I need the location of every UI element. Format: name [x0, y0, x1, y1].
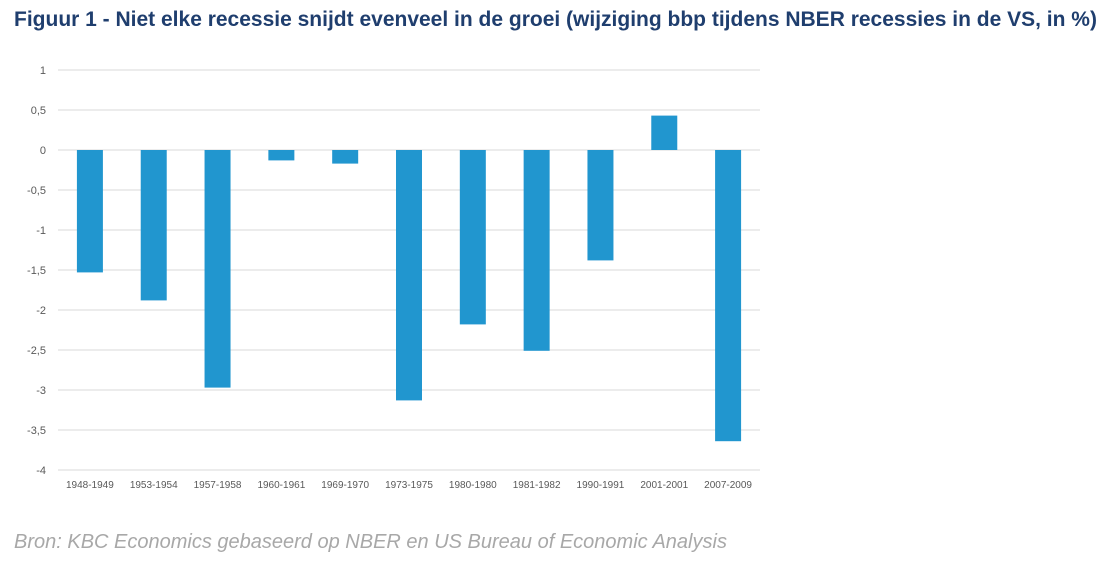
bars: [76, 115, 742, 442]
y-tick-label: -3: [36, 385, 46, 397]
bar-2007-2009: [715, 150, 742, 442]
bar-1957-1958: [204, 150, 231, 388]
x-category-label: 1953-1954: [130, 480, 178, 491]
y-tick-label: -2,5: [27, 345, 46, 357]
y-tick-label: 1: [40, 65, 46, 77]
x-category-label: 1960-1961: [257, 480, 305, 491]
x-category-label: 2007-2009: [704, 480, 752, 491]
x-category-label: 1948-1949: [66, 480, 114, 491]
y-tick-label: -4: [36, 465, 46, 477]
y-tick-label: 0: [40, 145, 46, 157]
bar-1980-1980: [459, 150, 486, 325]
bar-1973-1975: [396, 150, 422, 401]
x-axis-category-labels: 1948-1949 1953-1954 1957-1958 1960-1961 1969…: [66, 480, 752, 491]
x-category-label: 1957-1958: [194, 480, 242, 491]
bar-1990-1991: [587, 150, 614, 261]
x-category-label: 1990-1991: [577, 480, 625, 491]
x-category-label: 1980-1980: [449, 480, 497, 491]
x-category-label: 2001-2001: [640, 480, 688, 491]
bar-1960-1961: [268, 150, 295, 161]
bar-2001-2001: [651, 115, 678, 150]
y-tick-label: -2: [36, 305, 46, 317]
bar-1969-1970: [332, 150, 359, 164]
y-tick-label: -1: [36, 225, 46, 237]
y-tick-label: -0,5: [27, 185, 46, 197]
x-category-label: 1973-1975: [385, 480, 433, 491]
y-tick-label: -1,5: [27, 265, 46, 277]
x-category-label: 1969-1970: [321, 480, 369, 491]
bar-1981-1982: [523, 150, 550, 351]
chart-title: Figuur 1 - Niet elke recessie snijdt eve…: [14, 8, 1097, 31]
y-tick-label: -3,5: [27, 425, 46, 437]
x-category-label: 1981-1982: [513, 480, 561, 491]
bar-1948-1949: [76, 150, 103, 273]
source-note: Bron: KBC Economics gebaseerd op NBER en…: [14, 531, 727, 553]
y-tick-label: 0,5: [31, 105, 46, 117]
bar-1953-1954: [140, 150, 167, 301]
y-axis-tick-labels: 1 0,5 0 -0,5 -1 -1,5 -2 -2,5 -3 -3,5 -4: [27, 65, 46, 477]
